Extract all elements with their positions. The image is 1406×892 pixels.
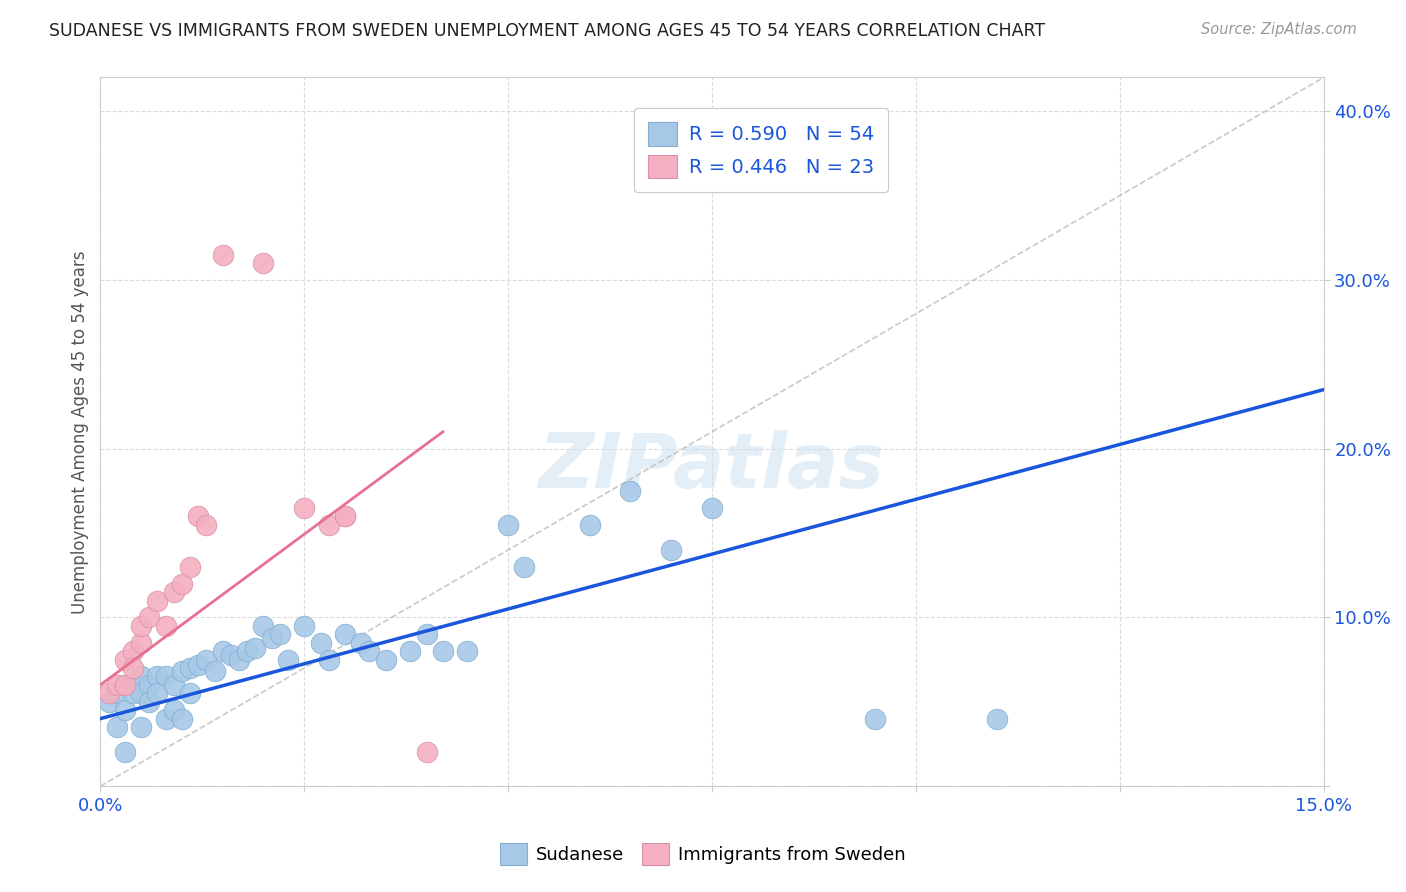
Point <box>219 648 242 662</box>
Text: Source: ZipAtlas.com: Source: ZipAtlas.com <box>1201 22 1357 37</box>
Point <box>129 720 152 734</box>
Legend: R = 0.590   N = 54, R = 0.446   N = 23: R = 0.590 N = 54, R = 0.446 N = 23 <box>634 109 887 192</box>
Point <box>333 627 356 641</box>
Point <box>97 686 120 700</box>
Point <box>374 652 396 666</box>
Point <box>179 661 201 675</box>
Point <box>195 517 218 532</box>
Point <box>146 686 169 700</box>
Point <box>170 665 193 679</box>
Point <box>138 678 160 692</box>
Point <box>155 669 177 683</box>
Point <box>187 657 209 672</box>
Point <box>122 686 145 700</box>
Point <box>105 678 128 692</box>
Point <box>228 652 250 666</box>
Point <box>129 636 152 650</box>
Point <box>163 703 186 717</box>
Point <box>236 644 259 658</box>
Point <box>318 517 340 532</box>
Point <box>170 712 193 726</box>
Point <box>129 619 152 633</box>
Point <box>187 509 209 524</box>
Point <box>105 720 128 734</box>
Point <box>863 712 886 726</box>
Point <box>138 695 160 709</box>
Point <box>163 678 186 692</box>
Legend: Sudanese, Immigrants from Sweden: Sudanese, Immigrants from Sweden <box>492 836 914 872</box>
Point <box>146 669 169 683</box>
Point <box>114 703 136 717</box>
Point <box>105 686 128 700</box>
Point <box>122 661 145 675</box>
Point <box>415 627 437 641</box>
Point <box>700 500 723 515</box>
Point <box>578 517 600 532</box>
Point <box>129 686 152 700</box>
Point <box>114 678 136 692</box>
Point <box>309 636 332 650</box>
Point <box>146 593 169 607</box>
Point <box>129 669 152 683</box>
Point <box>333 509 356 524</box>
Point <box>415 745 437 759</box>
Point <box>456 644 478 658</box>
Point <box>252 619 274 633</box>
Point <box>292 500 315 515</box>
Point <box>318 652 340 666</box>
Text: ZIPatlas: ZIPatlas <box>538 430 884 504</box>
Point <box>114 678 136 692</box>
Point <box>986 712 1008 726</box>
Point <box>179 686 201 700</box>
Point <box>432 644 454 658</box>
Point <box>260 631 283 645</box>
Point <box>496 517 519 532</box>
Point <box>333 509 356 524</box>
Point <box>170 576 193 591</box>
Point <box>179 559 201 574</box>
Point <box>252 256 274 270</box>
Point <box>155 619 177 633</box>
Point <box>114 745 136 759</box>
Point <box>204 665 226 679</box>
Point <box>122 678 145 692</box>
Point <box>163 585 186 599</box>
Point <box>138 610 160 624</box>
Point <box>269 627 291 641</box>
Point <box>122 644 145 658</box>
Point <box>114 652 136 666</box>
Point <box>513 559 536 574</box>
Point <box>359 644 381 658</box>
Point <box>97 695 120 709</box>
Point <box>245 640 267 655</box>
Point <box>277 652 299 666</box>
Y-axis label: Unemployment Among Ages 45 to 54 years: Unemployment Among Ages 45 to 54 years <box>72 250 89 614</box>
Point <box>195 652 218 666</box>
Point <box>211 644 233 658</box>
Point <box>619 483 641 498</box>
Point <box>659 542 682 557</box>
Point <box>292 619 315 633</box>
Point <box>211 247 233 261</box>
Point <box>350 636 373 650</box>
Point <box>155 712 177 726</box>
Text: SUDANESE VS IMMIGRANTS FROM SWEDEN UNEMPLOYMENT AMONG AGES 45 TO 54 YEARS CORREL: SUDANESE VS IMMIGRANTS FROM SWEDEN UNEMP… <box>49 22 1045 40</box>
Point <box>399 644 422 658</box>
